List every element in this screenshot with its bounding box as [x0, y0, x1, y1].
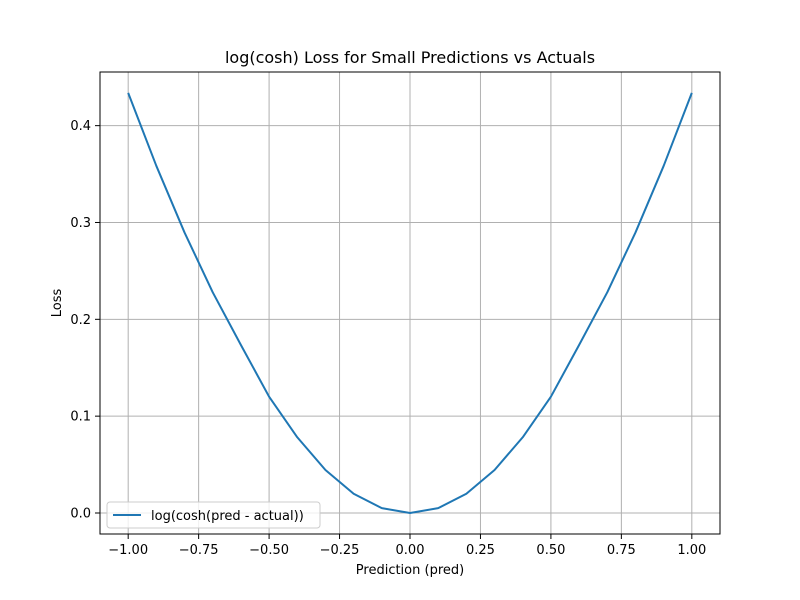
x-axis: −1.00 −0.75 −0.50 −0.25 0.00 0.25 0.50 0.75 1.00 — [108, 534, 706, 558]
x-tick-label: −0.75 — [179, 543, 219, 558]
y-axis: 0.0 0.1 0.2 0.3 0.4 — [70, 119, 100, 521]
legend: log(cosh(pred - actual)) — [106, 501, 321, 529]
y-axis-label: Loss — [50, 289, 65, 318]
x-tick-label: −0.25 — [320, 543, 360, 558]
x-axis-label: Prediction (pred) — [356, 563, 464, 578]
legend-box — [106, 501, 321, 529]
series-layer — [127, 92, 693, 514]
y-tick-label: 0.3 — [70, 216, 91, 231]
x-tick-label: 0.00 — [396, 543, 425, 558]
x-tick-label: 0.25 — [466, 543, 495, 558]
x-tick-label: 0.75 — [607, 543, 636, 558]
x-tick-label: −1.00 — [108, 543, 148, 558]
y-tick-label: 0.4 — [70, 119, 91, 134]
x-tick-label: 0.50 — [536, 543, 565, 558]
grid-lines — [100, 72, 720, 534]
x-tick-label: 1.00 — [677, 543, 706, 558]
y-tick-label: 0.2 — [70, 313, 91, 328]
legend-label: log(cosh(pred - actual)) — [151, 509, 304, 524]
y-tick-label: 0.0 — [70, 506, 91, 521]
series-line — [127, 92, 693, 514]
chart-title: log(cosh) Loss for Small Predictions vs … — [225, 48, 595, 67]
y-tick-label: 0.1 — [70, 410, 91, 425]
x-tick-label: −0.50 — [249, 543, 289, 558]
